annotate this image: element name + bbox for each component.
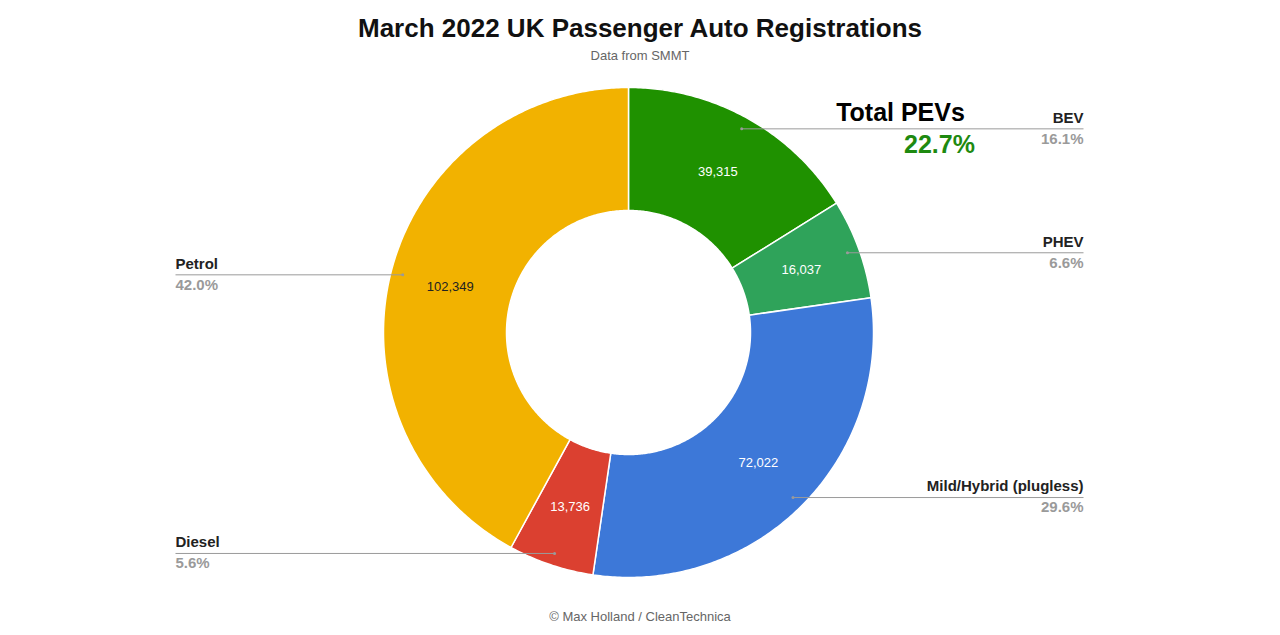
html-text:© Max Holland / CleanTechnica: © Max Holland / CleanTechnica (549, 609, 731, 624)
svg-text:BEV: BEV (1053, 109, 1084, 126)
html-text:March 2022 UK Passenger Auto R: March 2022 UK Passenger Auto Registratio… (358, 13, 922, 43)
svg-text:22.7%22.7: 22.7%22.7 (904, 130, 975, 158)
svg-text:29.6%29.6: 29.6%29.6 (1041, 498, 1084, 515)
svg-text:6.6%6.6: 6.6%6.6 (1049, 254, 1083, 271)
svg-text:5.6%5.6: 5.6%5.6 (176, 554, 210, 571)
svg-text:Diesel: Diesel (176, 533, 220, 550)
svg-text:PHEV: PHEV (1043, 233, 1084, 250)
svg-text:13,73613,736: 13,73613,736 (550, 499, 590, 514)
svg-text:16.1%16.1: 16.1%16.1 (1041, 130, 1084, 147)
svg-text:39,31539,315: 39,31539,315 (698, 164, 738, 179)
svg-text:Mild/Hybrid (plugless): Mild/Hybrid (plugless) (927, 477, 1084, 494)
svg-text:16,03716,037: 16,03716,037 (782, 262, 822, 277)
svg-text:72,02272,022: 72,02272,022 (739, 455, 779, 470)
svg-text:42.0%42: 42.0%42 (176, 276, 219, 293)
svg-text:Total PEVs: Total PEVs (836, 98, 965, 126)
svg-text:102,349102,349: 102,349102,349 (427, 279, 474, 294)
html-text:Data from SMMT: Data from SMMT (590, 48, 690, 63)
svg-text:Petrol: Petrol (176, 255, 219, 272)
